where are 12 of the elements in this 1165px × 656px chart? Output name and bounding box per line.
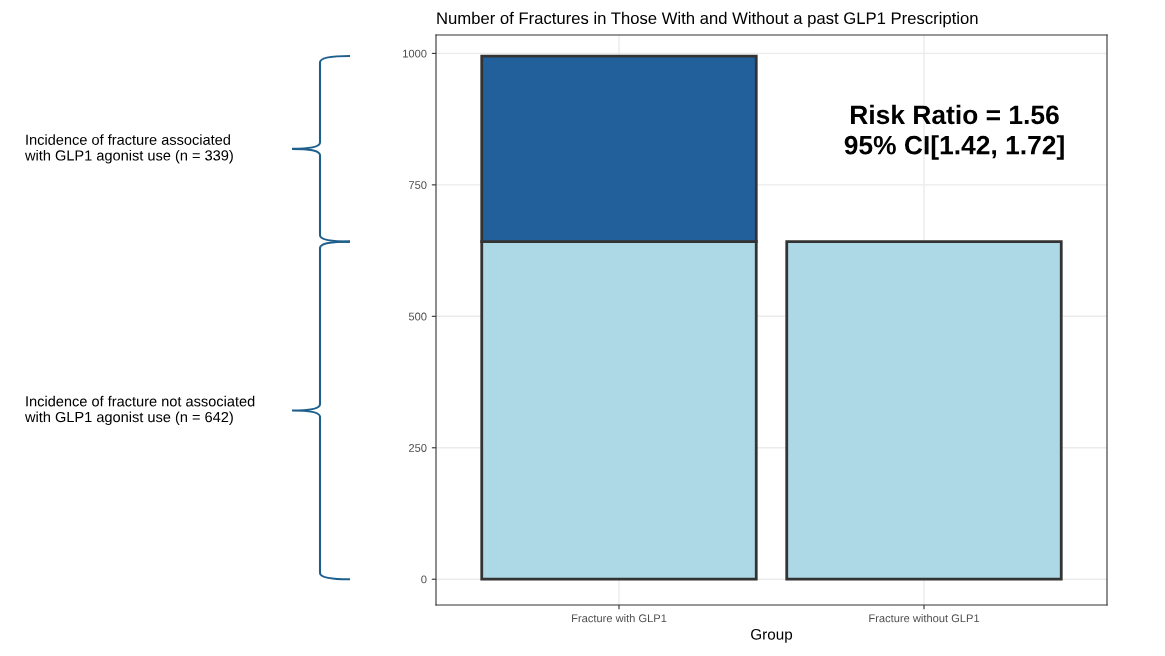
y-tick-label: 0: [421, 575, 427, 584]
x-tick-label: Fracture with GLP1: [572, 614, 667, 623]
y-tick-label: 500: [408, 312, 427, 321]
chart-title: Number of Fractures in Those With and Without a past GLP1 Prescription: [437, 11, 978, 28]
text: Incidence of fracture not associated with GLP1 agonist use (n = 642): [24, 395, 255, 426]
y-tick-label: 250: [408, 444, 427, 452]
x-axis-title: Group: [751, 628, 793, 643]
y-tick-label: 750: [409, 181, 427, 189]
annotation: Risk Ratio = 1.56 95% CI[1.42, 1.72]: [844, 104, 1064, 160]
text: Incidence of fracture associated with GLP1 agonist use (n = 339): [24, 134, 233, 164]
x-tick-label: Fracture without GLP1: [869, 614, 980, 623]
y-tick-label: 1000: [403, 49, 427, 58]
